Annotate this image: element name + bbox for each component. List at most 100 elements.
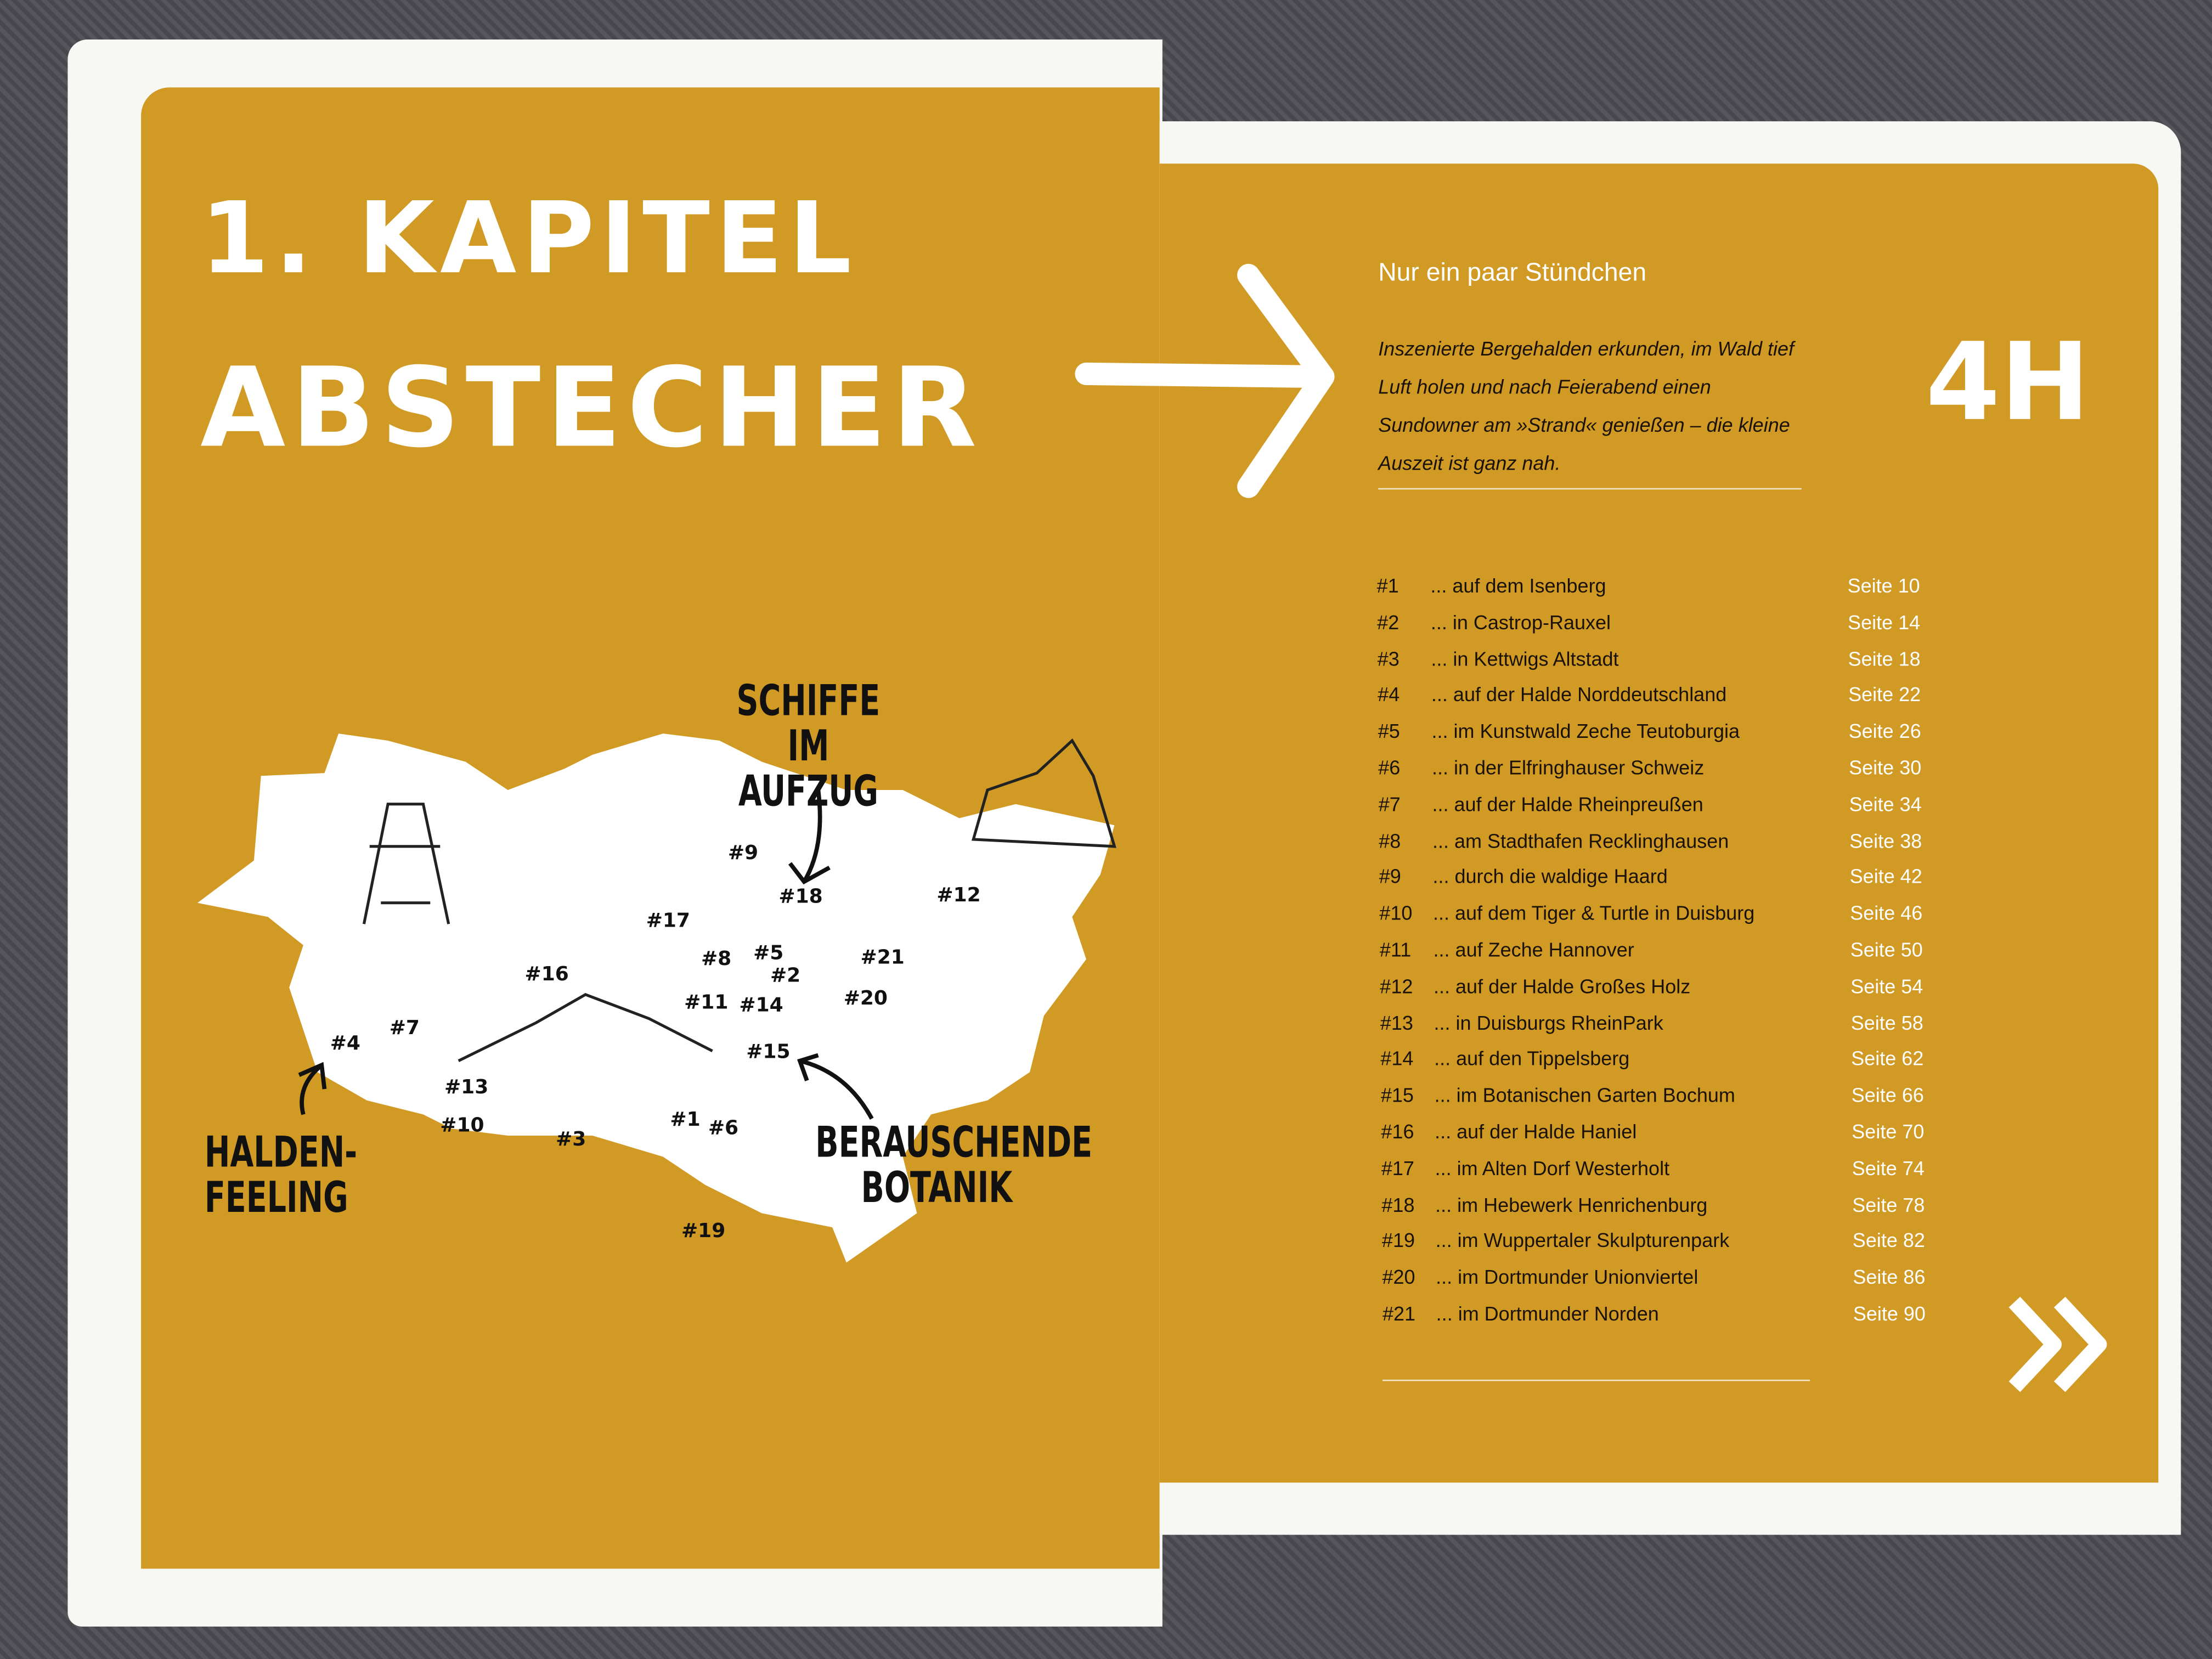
entry-page: Seite 90 <box>1853 1302 1926 1325</box>
toc-entry: #6 ... in der Elfringhauser Schweiz Seite … <box>1378 756 1921 784</box>
intro-text: Inszenierte Bergehalden erkunden, im Wal… <box>1378 337 1795 474</box>
toc-entry: #10 ... auf dem Tiger & Turtle in Duisbur… <box>1379 902 1922 930</box>
entry-title: ... in der Elfringhauser Schweiz <box>1431 756 1705 779</box>
map-marker: #18 <box>778 885 823 909</box>
entry-title: ... auf der Halde Rheinpreußen <box>1432 792 1703 815</box>
entry-number: #5 <box>1378 719 1400 743</box>
entry-number: #6 <box>1378 756 1401 779</box>
toc-entry: #2 ... in Castrop-Rauxel Seite 14 <box>1377 611 1920 639</box>
entry-title: ... auf dem Tiger & Turtle in Duisburg <box>1433 901 1755 924</box>
toc-entry: #3 ... in Kettwigs Altstadt Seite 18 <box>1378 647 1921 675</box>
entry-number: #20 <box>1382 1266 1415 1289</box>
toc-entry: #17 ... im Alten Dorf Westerholt Seite 74 <box>1381 1156 1925 1184</box>
entry-number: #8 <box>1379 828 1401 852</box>
toc-entry: #5 ... im Kunstwald Zeche Teutoburgia Seit… <box>1378 720 1921 748</box>
toc-entry: #9 ... durch die waldige Haard Seite 42 <box>1379 865 1922 893</box>
map-marker: #13 <box>444 1076 489 1099</box>
entry-number: #1 <box>1376 574 1399 597</box>
entry-number: #3 <box>1377 647 1400 670</box>
map-marker: #3 <box>556 1128 586 1152</box>
entry-page: Seite 86 <box>1853 1266 1926 1289</box>
map-marker: #14 <box>739 994 783 1017</box>
entry-page: Seite 14 <box>1848 610 1921 634</box>
entry-title: ... in Duisburgs RheinPark <box>1434 1011 1663 1034</box>
chapter-title: ABSTECHER <box>200 345 983 473</box>
entry-number: #7 <box>1378 792 1401 815</box>
entry-title: ... im Hebewerk Henrichenburg <box>1435 1193 1708 1216</box>
toc-entry: #21 ... im Dortmunder Norden Seite 90 <box>1383 1302 1926 1330</box>
entry-page: Seite 42 <box>1849 865 1922 888</box>
map-marker: #8 <box>701 947 732 971</box>
callout-botanik: BERAUSCHENDE BOTANIK <box>815 1119 1093 1214</box>
castle-sketch <box>971 738 1116 848</box>
entry-page: Seite 18 <box>1848 647 1921 670</box>
entry-title: ... in Castrop-Rauxel <box>1430 610 1611 634</box>
entry-number: #9 <box>1379 865 1401 888</box>
entry-number: #17 <box>1381 1156 1414 1180</box>
entry-number: #21 <box>1382 1302 1416 1325</box>
toc-entry: #11 ... auf Zeche Hannover Seite 50 <box>1380 938 1923 966</box>
arrow-halden <box>298 1062 327 1115</box>
entry-title: ... auf den Tippelsberg <box>1434 1047 1630 1070</box>
map-marker: #9 <box>727 842 759 865</box>
toc-entry: #18 ... im Hebewerk Henrichenburg Seite 78 <box>1381 1193 1925 1221</box>
entry-page: Seite 70 <box>1852 1120 1925 1143</box>
toc-entry: #1 ... auf dem Isenberg Seite 10 <box>1377 574 1920 602</box>
entry-title: ... im Kunstwald Zeche Teutoburgia <box>1431 719 1740 743</box>
section-subtitle: Nur ein paar Stündchen <box>1378 258 1647 286</box>
map-marker: #21 <box>860 946 905 969</box>
entry-title: ... auf Zeche Hannover <box>1433 938 1634 961</box>
entry-page: Seite 58 <box>1850 1011 1923 1034</box>
map-region-shape <box>197 733 1115 1263</box>
callout-halden: HALDEN-FEELING <box>204 1128 358 1223</box>
arrow-schiffe <box>788 789 831 885</box>
callout-schiffe: SCHIFFE IM AUFZUG <box>736 677 881 817</box>
entry-title: ... auf dem Isenberg <box>1430 574 1606 597</box>
entry-number: #16 <box>1381 1120 1414 1143</box>
map-marker: #7 <box>389 1017 420 1040</box>
entry-title: ... in Kettwigs Altstadt <box>1431 647 1619 670</box>
entry-number: #14 <box>1380 1047 1414 1070</box>
map-marker: #10 <box>440 1114 484 1137</box>
divider-bottom <box>1382 1379 1810 1381</box>
entry-number: #12 <box>1380 974 1413 997</box>
entry-page: Seite 38 <box>1849 828 1922 852</box>
map-marker: #16 <box>524 963 569 986</box>
map-marker: #17 <box>646 910 690 933</box>
divider-top <box>1378 488 1802 490</box>
toc-entry: #16 ... auf der Halde Haniel Seite 70 <box>1381 1120 1924 1148</box>
map-marker: #1 <box>670 1109 701 1132</box>
map-marker: #11 <box>684 991 729 1014</box>
toc-entry: #15 ... im Botanischen Garten Bochum Seite… <box>1381 1084 1924 1111</box>
entry-page: Seite 62 <box>1851 1047 1924 1070</box>
entry-page: Seite 50 <box>1850 938 1923 961</box>
entry-number: #2 <box>1377 610 1400 634</box>
map-marker: #2 <box>770 964 801 988</box>
entry-title: ... auf der Halde Norddeutschland <box>1431 683 1727 706</box>
map-marker: #12 <box>936 884 981 907</box>
entry-number: #18 <box>1381 1193 1415 1216</box>
entry-page: Seite 10 <box>1847 574 1920 597</box>
toc-entry: #20 ... im Dortmunder Unionviertel Seite 8… <box>1382 1266 1925 1294</box>
entry-title: ... im Botanischen Garten Bochum <box>1434 1084 1735 1107</box>
entry-number: #13 <box>1380 1011 1413 1034</box>
entry-page: Seite 34 <box>1849 792 1922 815</box>
entry-title: ... im Alten Dorf Westerholt <box>1435 1156 1670 1180</box>
entry-title: ... auf der Halde Haniel <box>1435 1120 1637 1143</box>
entry-title: ... im Wuppertaler Skulpturenpark <box>1435 1229 1730 1252</box>
entry-title: ... durch die waldige Haard <box>1432 865 1668 888</box>
entry-page: Seite 82 <box>1852 1229 1925 1252</box>
toc-entry: #13 ... in Duisburgs RheinPark Seite 58 <box>1380 1011 1923 1039</box>
entry-number: #4 <box>1378 683 1400 706</box>
entry-title: ... am Stadthafen Recklinghausen <box>1432 828 1729 852</box>
toc-entry: #7 ... auf der Halde Rheinpreußen Seite 34 <box>1379 793 1922 821</box>
entry-title: ... im Dortmunder Norden <box>1436 1302 1659 1325</box>
map-marker: #20 <box>843 987 888 1011</box>
double-chevron-right-icon <box>2008 1296 2107 1392</box>
entry-number: #15 <box>1380 1084 1414 1107</box>
halde-sketch <box>458 993 713 1063</box>
entry-page: Seite 66 <box>1851 1084 1924 1107</box>
toc-entry: #14 ... auf den Tippelsberg Seite 62 <box>1380 1047 1923 1075</box>
map-marker: #19 <box>681 1220 726 1243</box>
